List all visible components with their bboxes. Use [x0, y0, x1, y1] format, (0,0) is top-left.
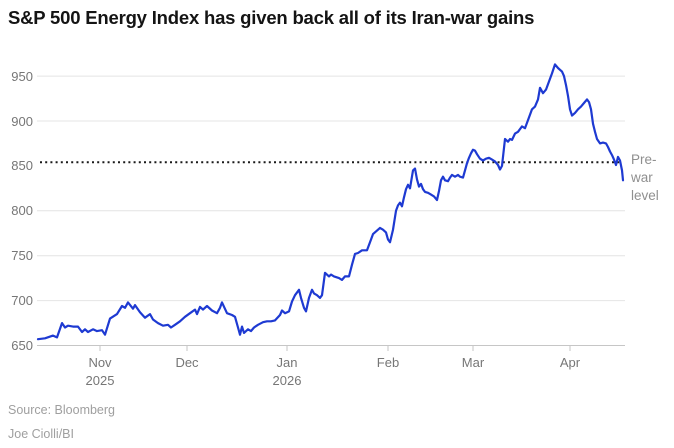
x-tick-label: Nov	[88, 355, 112, 370]
x-tick-label: Dec	[175, 355, 199, 370]
chart-title: S&P 500 Energy Index has given back all …	[8, 7, 535, 28]
y-tick-label: 700	[11, 293, 33, 309]
x-tick-label: Feb	[376, 355, 400, 370]
y-tick-label: 950	[11, 68, 33, 84]
y-tick-label: 850	[11, 158, 33, 174]
y-tick-label: 750	[11, 248, 33, 264]
x-tick-year-label: 2026	[272, 373, 302, 388]
credit-label: Joe Ciolli/BI	[8, 427, 74, 441]
x-tick-label: Apr	[559, 355, 581, 370]
x-tick-label: Mar	[461, 355, 485, 370]
series-line	[36, 63, 625, 341]
y-tick-label: 800	[11, 203, 33, 219]
y-tick-label: 650	[11, 338, 33, 353]
pre-war-level-label: Pre- war level	[631, 152, 659, 203]
x-tick-year-label: 2025	[85, 373, 115, 388]
x-tick-label: Jan	[276, 355, 298, 370]
source-label: Source: Bloomberg	[8, 403, 116, 417]
y-tick-label: 900	[11, 113, 33, 129]
